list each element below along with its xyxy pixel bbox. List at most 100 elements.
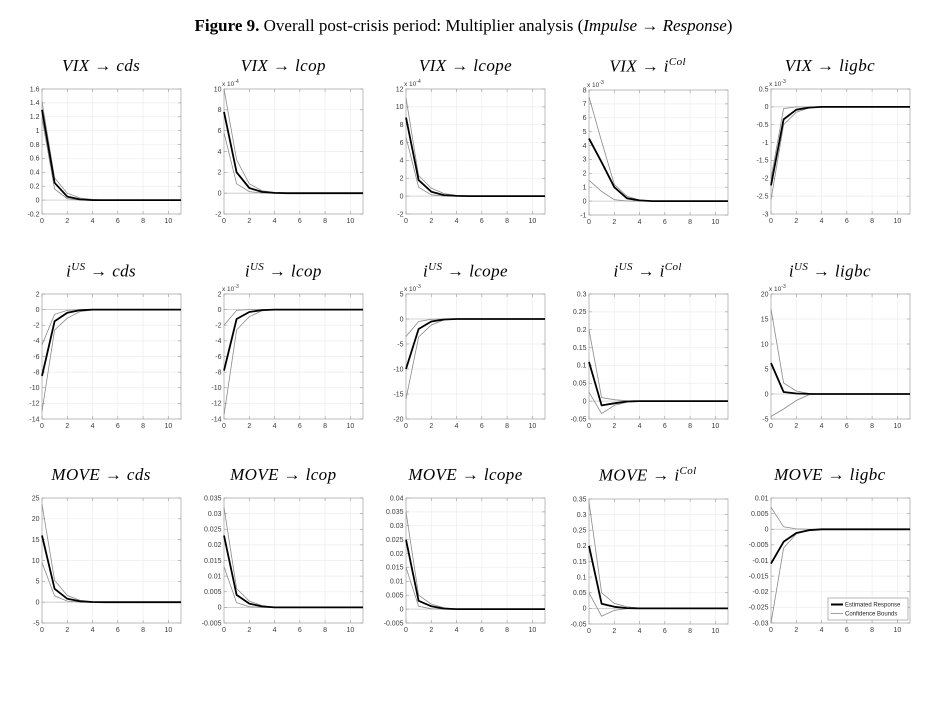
subplot-title-segment: lcop [295,56,326,75]
y-tick-label: -0.03 [752,621,768,628]
x-tick-label: 4 [91,218,95,225]
subplot-title-segment: i [674,465,680,485]
subplot-title-segment: → [457,465,484,485]
y-tick-label: 0.03 [208,511,222,518]
figure-caption-impulse-response: Impulse → Response [583,16,727,35]
y-tick-label: -2 [216,211,222,218]
y-tick-label: 0.02 [208,542,222,549]
x-tick-label: 6 [845,627,849,634]
subplot-vix-lcop: VIX → lcop -2 0 2 4 6 8 10 0 2 4 6 8 10 x 10-4 [194,56,372,237]
y-tick-label: 6 [582,115,586,122]
axis-box [406,497,546,624]
x-tick-label: 8 [141,423,145,430]
x-tick-label: 4 [273,218,277,225]
axis-box [406,293,546,420]
y-tick-label: -12 [29,401,39,408]
subplot-title-segment: VIX [61,56,90,75]
x-tick-label: 0 [587,219,591,226]
subplot-title-segment: i [423,261,429,281]
y-tick-label: 0.015 [386,565,404,572]
subplot-title-i-us-lcope: iUS → lcope [423,261,508,282]
subplot-title-segment: VIX [784,56,813,75]
subplot-title-move-lcope: MOVE → lcope [408,465,522,485]
irf-plot-vix-ligbc: -3 -2.5 -2 -1.5 -1 -0.5 0 0.5 0 2 4 6 8 10 x 10-3 [756,79,911,225]
y-tick-label: 0 [218,307,222,314]
y-tick-label: 0.6 [30,156,40,163]
y-tick-label: -6 [216,354,222,361]
x-tick-label: 4 [819,423,823,430]
x-tick-label: 0 [40,218,44,225]
upper-confidence-bound-line [223,309,364,326]
y-tick-label: 1 [36,128,40,135]
y-tick-label: 10 [761,342,769,349]
subplot-move-ligbc: MOVE → ligbc -0.03 -0.025 -0.02 -0.015 -0.01-… [741,465,919,646]
x-tick-label: 2 [612,423,616,430]
subplot-title-segment: MOVE [408,465,458,485]
subplot-title-segment: → [647,465,675,485]
lower-confidence-bound-line [41,309,182,412]
subplot-title-segment: → [89,56,117,75]
legend-estimated-label: Estimated Response [845,603,901,609]
x-tick-label: 8 [870,423,874,430]
y-tick-label: -14 [29,417,39,424]
y-tick-label: 0.005 [204,589,222,596]
subplot-title-segment: → [264,261,291,281]
estimated-response-line [587,137,728,202]
x-tick-label: 0 [405,423,409,430]
x-tick-label: 0 [587,628,591,635]
y-tick-label: 4 [400,158,404,165]
x-tick-label: 10 [711,628,719,635]
upper-confidence-bound-line [770,309,910,395]
subplot-title-segment: MOVE [774,465,823,485]
y-tick-label: 0 [36,600,40,607]
subplot-title-segment: i [244,261,250,281]
y-tick-label: 0.035 [204,496,222,503]
y-tick-label: -0.005 [384,621,404,628]
x-tick-label: 4 [637,423,641,430]
legend-bounds-label: Confidence Bounds [845,612,897,618]
y-tick-label: -4 [33,338,39,345]
y-axis-exponent-label: x 10-4 [222,79,239,88]
x-tick-label: 2 [430,218,434,225]
subplot-title-segment: cds [126,465,151,485]
y-tick-label: -0.025 [749,605,769,612]
y-tick-label: 0.3 [576,512,586,519]
x-tick-label: 8 [141,627,145,634]
y-tick-label: 8 [400,122,404,129]
x-tick-label: 0 [40,627,44,634]
y-tick-label: -5 [33,621,39,628]
y-axis-exponent-label: x 10-4 [404,79,421,88]
y-tick-label: 5 [400,292,404,299]
x-tick-label: 8 [870,218,874,225]
x-tick-label: 4 [637,219,641,226]
y-tick-label: 0.2 [576,327,586,334]
figure-grid: VIX → cds -0.2 0 0.2 0.4 0.6 0.8 1 1.2 1.4 1.6 0 2 4 6… [0,36,927,646]
subplot-title-segment: i [788,261,794,281]
x-tick-label: 6 [116,423,120,430]
x-tick-label: 2 [430,627,434,634]
y-tick-label: -10 [394,367,404,374]
y-tick-label: 0.2 [30,184,40,191]
y-tick-label: 5 [764,367,768,374]
subplot-title-segment: VIX [240,56,269,75]
y-tick-label: -2 [216,323,222,330]
y-tick-label: -0.05 [570,621,586,628]
axis-box [588,89,729,216]
y-tick-label: 2 [218,170,222,177]
y-tick-label: -0.015 [749,574,769,581]
subplot-i-us-lcop: iUS → lcop -14 -12 -10 -8 -6 -4 -2 0 2 0 2 4 6 8 10 x 10… [194,261,372,442]
upper-confidence-bound-line [223,507,364,609]
subplot-title-vix-lcop: VIX → lcop [241,56,326,76]
estimated-response-line [223,111,364,195]
y-tick-label: 0.3 [576,292,586,299]
subplot-vix-ligbc: VIX → ligbc -3 -2.5 -2 -1.5 -1 -0.5 0 0.5 0 2 4 6 8 10… [741,56,919,237]
subplot-title-segment: → [268,56,296,75]
y-tick-label: 25 [32,496,40,503]
subplot-move-i-col: MOVE → iCol -0.05 0 0.05 0.1 0.15 0.2 0.25 0.3 0.… [559,465,737,646]
x-tick-label: 6 [845,218,849,225]
estimated-response-line [405,318,546,370]
subplot-move-lcop: MOVE → lcop -0.005 0 0.005 0.01 0.015 0.02 0.02… [194,465,372,646]
y-tick-label: -0.005 [202,621,222,628]
x-tick-label: 6 [845,423,849,430]
